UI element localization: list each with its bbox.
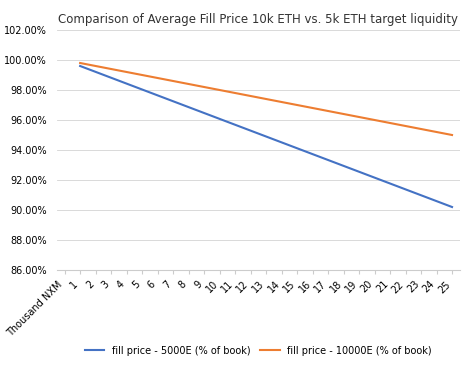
- fill price - 5000E (% of book): [325, 158, 331, 162]
- Legend: fill price - 5000E (% of book), fill price - 10000E (% of book): fill price - 5000E (% of book), fill pri…: [81, 342, 436, 360]
- fill price - 10000E (% of book): [310, 106, 315, 110]
- fill price - 10000E (% of book): [232, 91, 238, 95]
- fill price - 5000E (% of book): [155, 93, 160, 98]
- fill price - 5000E (% of book): [418, 193, 424, 198]
- fill price - 5000E (% of book): [372, 176, 377, 180]
- Line: fill price - 5000E (% of book): fill price - 5000E (% of book): [80, 66, 452, 207]
- fill price - 5000E (% of book): [248, 128, 254, 133]
- fill price - 5000E (% of book): [217, 117, 222, 121]
- fill price - 5000E (% of book): [387, 181, 393, 186]
- fill price - 10000E (% of book): [387, 121, 393, 125]
- fill price - 5000E (% of book): [356, 170, 362, 174]
- fill price - 10000E (% of book): [403, 124, 409, 128]
- fill price - 10000E (% of book): [248, 94, 254, 98]
- fill price - 5000E (% of book): [170, 99, 176, 104]
- fill price - 10000E (% of book): [341, 112, 346, 116]
- fill price - 5000E (% of book): [232, 123, 238, 127]
- Line: fill price - 10000E (% of book): fill price - 10000E (% of book): [80, 63, 452, 135]
- fill price - 10000E (% of book): [294, 103, 300, 107]
- fill price - 5000E (% of book): [341, 164, 346, 168]
- fill price - 10000E (% of book): [170, 79, 176, 83]
- fill price - 10000E (% of book): [279, 100, 284, 104]
- fill price - 10000E (% of book): [356, 115, 362, 119]
- fill price - 5000E (% of book): [201, 111, 207, 115]
- fill price - 10000E (% of book): [217, 88, 222, 92]
- fill price - 10000E (% of book): [124, 70, 129, 74]
- fill price - 5000E (% of book): [434, 199, 439, 203]
- fill price - 5000E (% of book): [449, 205, 455, 209]
- fill price - 10000E (% of book): [108, 67, 114, 71]
- fill price - 10000E (% of book): [418, 127, 424, 131]
- fill price - 5000E (% of book): [263, 134, 269, 139]
- fill price - 10000E (% of book): [372, 118, 377, 122]
- fill price - 10000E (% of book): [77, 61, 83, 65]
- fill price - 10000E (% of book): [449, 133, 455, 137]
- fill price - 10000E (% of book): [263, 97, 269, 101]
- fill price - 10000E (% of book): [155, 76, 160, 80]
- fill price - 10000E (% of book): [325, 109, 331, 113]
- fill price - 5000E (% of book): [403, 187, 409, 192]
- fill price - 5000E (% of book): [124, 81, 129, 86]
- fill price - 5000E (% of book): [108, 75, 114, 80]
- fill price - 5000E (% of book): [310, 152, 315, 156]
- fill price - 5000E (% of book): [186, 105, 191, 110]
- fill price - 5000E (% of book): [279, 140, 284, 145]
- fill price - 5000E (% of book): [139, 87, 145, 92]
- fill price - 10000E (% of book): [201, 85, 207, 89]
- fill price - 10000E (% of book): [93, 64, 99, 68]
- fill price - 5000E (% of book): [294, 146, 300, 150]
- fill price - 10000E (% of book): [186, 82, 191, 86]
- fill price - 5000E (% of book): [93, 70, 99, 74]
- fill price - 5000E (% of book): [77, 64, 83, 68]
- fill price - 10000E (% of book): [139, 73, 145, 77]
- fill price - 10000E (% of book): [434, 130, 439, 134]
- Title: Comparison of Average Fill Price 10k ETH vs. 5k ETH target liquidity: Comparison of Average Fill Price 10k ETH…: [58, 13, 458, 26]
